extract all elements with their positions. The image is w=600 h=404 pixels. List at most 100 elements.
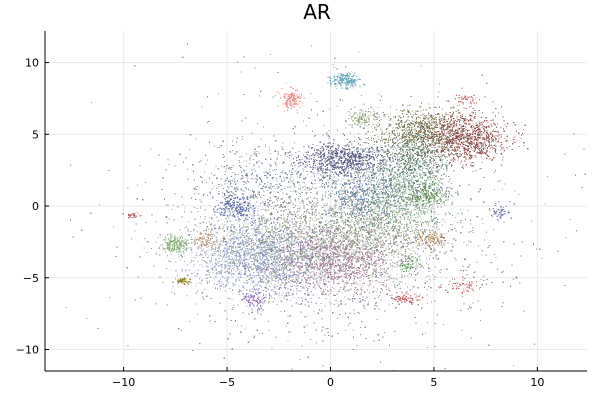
scatter-point (321, 242, 322, 243)
scatter-point (173, 204, 174, 205)
scatter-point (282, 257, 283, 258)
scatter-point (404, 224, 405, 225)
scatter-point (281, 284, 282, 285)
scatter-point (386, 230, 387, 231)
scatter-point (366, 232, 367, 233)
scatter-point (312, 244, 313, 245)
scatter-point (216, 269, 217, 270)
scatter-point (266, 249, 267, 250)
scatter-point (254, 257, 255, 258)
scatter-point (384, 234, 385, 235)
scatter-point (193, 266, 194, 267)
scatter-point (335, 230, 336, 231)
scatter-point (346, 253, 347, 254)
scatter-point (239, 292, 240, 293)
scatter-point (294, 254, 295, 255)
scatter-point (302, 159, 303, 160)
scatter-point (350, 242, 351, 243)
scatter-point (290, 289, 291, 290)
scatter-point (162, 282, 163, 283)
scatter-point (228, 258, 229, 259)
scatter-point (303, 287, 304, 288)
scatter-point (196, 275, 197, 276)
scatter-point (276, 265, 277, 266)
scatter-point (256, 256, 257, 257)
scatter-point (227, 280, 228, 281)
scatter-point (353, 257, 354, 258)
scatter-point (353, 253, 354, 254)
scatter-point (215, 247, 216, 248)
scatter-point (346, 255, 347, 256)
scatter-point (380, 258, 381, 259)
scatter-point (278, 254, 279, 255)
scatter-point (146, 252, 147, 253)
scatter-point (343, 223, 344, 224)
scatter-point (239, 294, 240, 295)
scatter-point (329, 248, 330, 249)
scatter-point (247, 253, 248, 254)
scatter-point (326, 235, 327, 236)
scatter-point (194, 264, 195, 265)
scatter-point (262, 223, 263, 224)
scatter-point (421, 214, 422, 215)
scatter-point (450, 229, 451, 230)
scatter-point (276, 261, 277, 262)
scatter-point (309, 264, 310, 265)
scatter-point (295, 229, 296, 230)
scatter-point (248, 275, 249, 276)
scatter-point (348, 266, 349, 267)
scatter-point (428, 264, 429, 265)
scatter-point (216, 272, 217, 273)
scatter-point (327, 278, 328, 279)
scatter-point (369, 221, 370, 222)
scatter-point (300, 262, 301, 263)
scatter-point (304, 146, 305, 147)
scatter-point (338, 239, 339, 240)
scatter-point (310, 254, 311, 255)
scatter-point (256, 232, 257, 233)
scatter-point (229, 246, 230, 247)
scatter-point (252, 253, 253, 254)
scatter-point (325, 264, 326, 265)
scatter-point (264, 205, 265, 206)
scatter-point (344, 259, 345, 260)
scatter-point (234, 233, 235, 234)
scatter-point (384, 176, 385, 177)
scatter-point (374, 256, 375, 257)
scatter-point (309, 240, 310, 241)
scatter-point (330, 291, 331, 292)
scatter-point (345, 246, 346, 247)
scatter-point (271, 290, 272, 291)
scatter-point (344, 225, 345, 226)
scatter-point (348, 252, 349, 253)
scatter-point (248, 252, 249, 253)
scatter-point (329, 236, 330, 237)
scatter-point (303, 227, 304, 228)
scatter-point (305, 221, 306, 222)
scatter-point (266, 236, 267, 237)
scatter-point (252, 245, 253, 246)
scatter-point (356, 260, 357, 261)
scatter-point (254, 251, 255, 252)
scatter-point (239, 279, 240, 280)
scatter-point (378, 241, 379, 242)
scatter-point (219, 271, 220, 272)
scatter-point (337, 251, 338, 252)
scatter-point (323, 281, 324, 282)
scatter-point (299, 251, 300, 252)
scatter-point (374, 247, 375, 248)
scatter-point (233, 251, 234, 252)
scatter-point (386, 272, 387, 273)
scatter-point (249, 267, 250, 268)
scatter-point (380, 243, 381, 244)
scatter-point (401, 208, 402, 209)
scatter-point (278, 280, 279, 281)
scatter-point (201, 283, 202, 284)
scatter-point (280, 215, 281, 216)
scatter-point (314, 262, 315, 263)
scatter-point (294, 285, 295, 286)
scatter-point (345, 234, 346, 235)
scatter-point (290, 231, 291, 232)
scatter-point (283, 268, 284, 269)
scatter-point (326, 328, 327, 329)
